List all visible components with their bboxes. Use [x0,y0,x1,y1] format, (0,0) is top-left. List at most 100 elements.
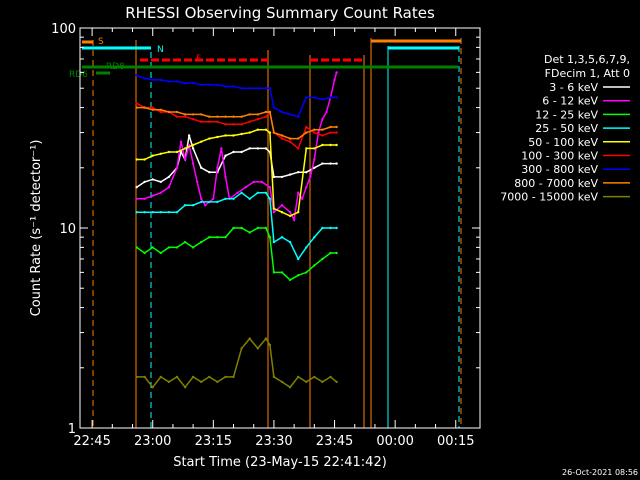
series-2-point-9 [208,236,211,239]
legend-label-6: 300 - 800 keV [521,163,598,176]
series-2-point-6 [183,240,187,244]
y-axis-title: Count Rate (s⁻¹ detector⁻¹) [29,140,44,317]
series-1-point-5 [175,166,179,169]
series-7-point-9 [208,115,211,118]
series-8-point-1 [143,375,146,379]
series-1-point-12 [204,204,207,207]
series-2-point-17 [268,236,272,239]
series-8-point-12 [232,375,235,379]
series-5-point-11 [224,123,227,126]
series-5-point-20 [288,140,292,143]
series-8-point-24 [321,380,324,384]
series-2-point-23 [313,264,316,267]
series-7-point-20 [288,137,292,140]
legend-label-1: 6 - 12 keV [542,95,598,108]
legend-label-2: 12 - 25 keV [535,108,598,121]
series-3-point-10 [216,200,219,204]
y-tick-label-1: 10 [59,222,76,237]
series-6-point-7 [191,81,195,85]
series-1-point-0 [135,197,138,200]
series-1-point-7 [183,158,187,161]
series-line-1 [136,72,338,223]
series-0-point-27 [329,162,332,165]
series-6-point-6 [183,81,187,85]
flag-label-rd8: RD8 [106,62,125,72]
series-6-point-16 [264,87,268,90]
series-2-point-20 [288,278,292,282]
series-2-point-24 [321,257,324,261]
series-8-point-3 [159,375,162,379]
series-7-point-13 [240,115,243,118]
series-0-point-28 [335,162,338,165]
series-7-point-5 [175,110,179,114]
series-1-point-6 [179,140,183,143]
legend-header-line-2: FDecim 1, Att 0 [545,67,630,80]
series-7-point-19 [280,134,284,137]
series-6-point-15 [256,87,259,90]
series-3-point-2 [151,211,154,214]
series-2-point-3 [159,251,162,255]
series-6-point-18 [272,106,276,109]
legend-header-line-1: Det 1,3,5,6,7,9, [544,53,630,66]
series-4-point-18 [272,207,276,210]
series-0-point-1 [143,180,146,184]
series-8-point-11 [224,375,227,379]
x-tick-label-5: 00:00 [376,434,413,449]
x-tick-label-2: 23:15 [195,434,232,449]
x-tick-label-1: 23:00 [134,434,171,449]
series-5-point-12 [232,123,235,126]
series-4-point-16 [264,128,268,131]
x-tick-label-0: 22:45 [73,434,110,449]
series-4-point-5 [175,150,179,154]
series-1-point-14 [216,166,219,169]
series-4-point-0 [135,158,138,161]
series-7-point-18 [272,131,276,134]
series-2-point-1 [143,251,146,255]
series-7-point-24 [321,128,324,131]
series-2 [135,226,338,282]
series-3-point-26 [335,226,338,230]
series-4-point-3 [159,152,162,155]
series-5-point-9 [208,120,211,123]
series-6-point-9 [208,83,211,87]
series-2-point-8 [200,240,203,244]
series-6-point-3 [159,78,162,82]
series-2-point-22 [305,271,308,274]
series-7-point-21 [297,137,300,140]
legend-label-4: 50 - 100 keV [528,136,598,149]
series-3-point-0 [135,211,138,214]
series-8-point-6 [183,386,187,389]
attenuator-flag-layer: S N F RD8 RD6 [69,28,462,428]
flag-label-f: F [196,54,201,64]
series-0 [135,134,338,189]
series-1-point-16 [224,175,227,179]
legend-label-0: 3 - 6 keV [549,81,598,94]
series-0-point-4 [167,175,171,179]
x-tick-label-4: 23:45 [316,434,353,449]
series-5-point-21 [297,147,300,150]
series-3-point-23 [313,236,316,239]
series-6-point-26 [335,96,338,99]
series-0-point-6 [179,150,183,154]
series-0-point-21 [280,175,284,179]
series-8-point-26 [335,380,338,384]
series-1-point-19 [244,186,247,189]
series-1-point-30 [309,175,312,179]
series-8-point-10 [216,380,219,384]
series-8-point-2 [151,386,154,389]
series-1-point-34 [325,110,328,114]
series-1-point-33 [321,118,324,121]
series-2-point-19 [280,271,284,274]
series-7-point-15 [256,113,259,116]
series-2-point-5 [175,246,179,249]
series-3-point-9 [208,200,211,204]
series-4-point-11 [224,134,227,137]
series-4-point-6 [183,147,187,150]
series-8-point-7 [191,375,195,379]
series-4-point-20 [288,214,292,218]
series-8 [135,337,338,389]
series-5-point-8 [200,120,203,123]
legend-label-8: 7000 - 15000 keV [500,191,598,204]
